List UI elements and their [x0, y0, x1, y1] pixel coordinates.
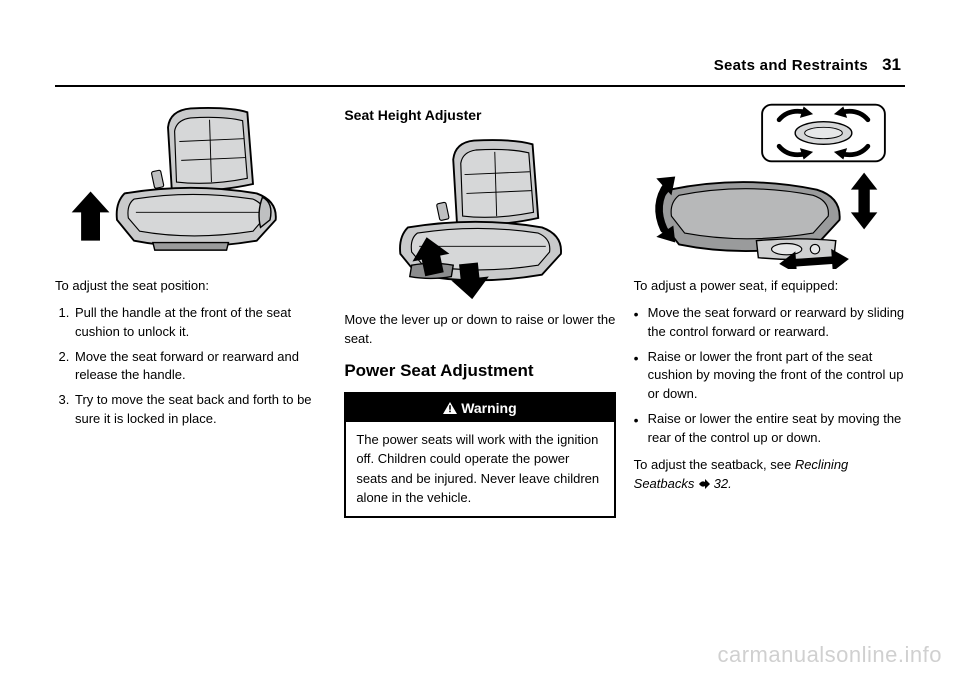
warning-icon	[443, 400, 461, 416]
seatback-xref: To adjust the seatback, see Reclining Se…	[634, 456, 905, 494]
xref-icon	[698, 476, 710, 495]
columns: To adjust the seat position: Pull the ha…	[55, 99, 905, 518]
up-arrow-icon	[68, 192, 113, 241]
seat-position-steps: Pull the handle at the front of the seat…	[55, 304, 326, 429]
xref-page: 32.	[714, 476, 732, 491]
page-header: Seats and Restraints 31	[55, 55, 905, 87]
list-item: Pull the handle at the front of the seat…	[73, 304, 326, 342]
chapter-title: Seats and Restraints	[714, 57, 868, 74]
warning-box: Warning The power seats will work with t…	[344, 392, 615, 518]
page-number: 31	[882, 55, 901, 75]
seat-height-illustration	[344, 133, 615, 303]
list-item: Move the seat forward or rearward and re…	[73, 348, 326, 386]
column-1: To adjust the seat position: Pull the ha…	[55, 99, 326, 518]
list-item: Try to move the seat back and forth to b…	[73, 391, 326, 429]
list-item: Raise or lower the entire seat by moving…	[634, 410, 905, 448]
list-item: Raise or lower the front part of the sea…	[634, 348, 905, 405]
power-seat-bullets: Move the seat forward or rearward by sli…	[634, 304, 905, 448]
warning-body: The power seats will work with the ignit…	[346, 422, 613, 516]
column-2: Seat Height Adjuster	[344, 99, 615, 518]
power-seat-intro: To adjust a power seat, if equipped:	[634, 277, 905, 296]
page-frame: Seats and Restraints 31	[55, 55, 905, 630]
seat-position-illustration	[55, 99, 326, 269]
warning-head: Warning	[346, 394, 613, 422]
xref-pre: To adjust the seatback, see	[634, 457, 795, 472]
vertical-arrows-icon	[851, 173, 877, 230]
seat-position-intro: To adjust the seat position:	[55, 277, 326, 296]
power-seat-title: Power Seat Adjustment	[344, 359, 615, 384]
watermark: carmanualsonline.info	[717, 642, 942, 668]
power-seat-illustration	[634, 99, 905, 269]
column-3: To adjust a power seat, if equipped: Mov…	[634, 99, 905, 518]
seat-height-title: Seat Height Adjuster	[344, 105, 615, 125]
warning-label: Warning	[461, 400, 516, 416]
list-item: Move the seat forward or rearward by sli…	[634, 304, 905, 342]
seat-height-text: Move the lever up or down to raise or lo…	[344, 311, 615, 349]
